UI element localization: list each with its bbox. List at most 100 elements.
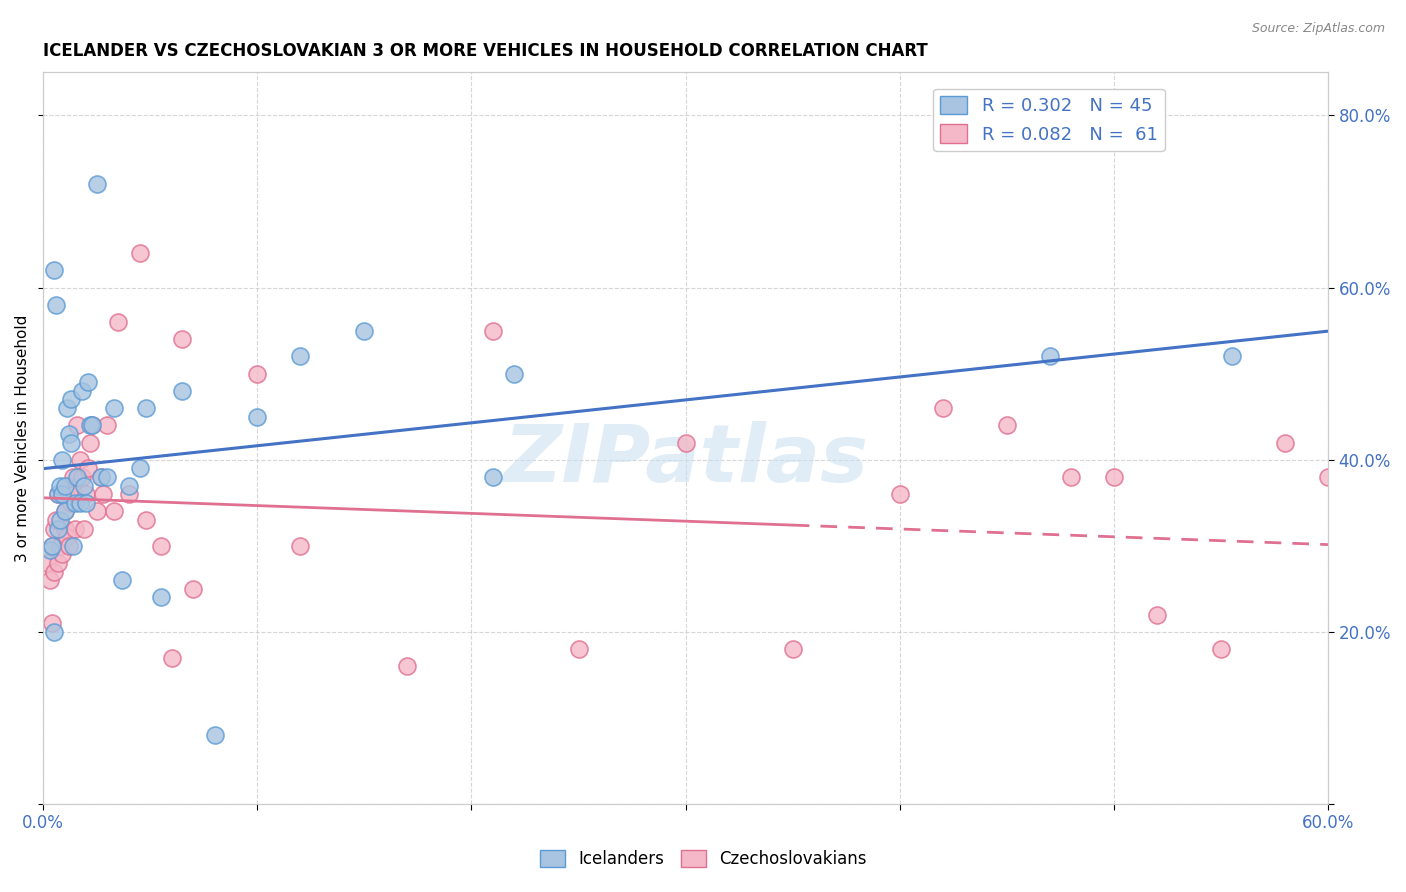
Point [135, 513, 157, 527]
Point [45, 298, 67, 312]
Point [70, 470, 93, 484]
Point [135, 401, 157, 415]
Point [1060, 470, 1083, 484]
Point [53, 478, 76, 492]
Point [60, 392, 83, 407]
Point [396, 659, 419, 673]
Point [96, 470, 118, 484]
Point [1220, 350, 1243, 364]
Point [51, 487, 73, 501]
Point [172, 332, 194, 346]
Point [73, 522, 96, 536]
Point [482, 470, 505, 484]
Point [128, 246, 150, 260]
Point [353, 324, 375, 338]
Point [77, 376, 100, 390]
Point [51, 548, 73, 562]
Point [91, 487, 114, 501]
Text: ZIPatlas: ZIPatlas [503, 421, 868, 500]
Point [79, 435, 101, 450]
Point [62, 539, 84, 553]
Text: Source: ZipAtlas.com: Source: ZipAtlas.com [1251, 22, 1385, 36]
Point [42, 565, 65, 579]
Point [53, 504, 76, 518]
Point [55, 530, 77, 544]
Point [53, 504, 76, 518]
Legend: Icelanders, Czechoslovakians: Icelanders, Czechoslovakians [533, 843, 873, 875]
Point [96, 418, 118, 433]
Point [38, 543, 60, 558]
Y-axis label: 3 or more Vehicles in Household: 3 or more Vehicles in Household [15, 315, 30, 562]
Point [118, 487, 141, 501]
Point [46, 522, 69, 536]
Text: ICELANDER VS CZECHOSLOVAKIAN 3 OR MORE VEHICLES IN HOUSEHOLD CORRELATION CHART: ICELANDER VS CZECHOSLOVAKIAN 3 OR MORE V… [44, 42, 928, 60]
Point [172, 384, 194, 398]
Point [66, 418, 89, 433]
Point [675, 435, 697, 450]
Point [160, 650, 183, 665]
Point [1209, 642, 1232, 657]
Point [75, 496, 97, 510]
Point [181, 582, 204, 596]
Point [1039, 350, 1062, 364]
Point [111, 573, 134, 587]
Point [995, 418, 1018, 433]
Point [53, 522, 76, 536]
Point [86, 178, 108, 192]
Point [49, 478, 72, 492]
Point [66, 470, 89, 484]
Point [60, 435, 83, 450]
Point [149, 591, 172, 605]
Point [204, 728, 226, 742]
Point [46, 487, 69, 501]
Point [75, 487, 97, 501]
Point [149, 539, 172, 553]
Point [246, 409, 269, 424]
Point [90, 470, 112, 484]
Point [38, 573, 60, 587]
Point [42, 263, 65, 277]
Point [37, 556, 59, 570]
Point [46, 556, 69, 570]
Point [51, 452, 73, 467]
Point [288, 350, 311, 364]
Point [1102, 470, 1125, 484]
Point [567, 642, 589, 657]
Point [41, 539, 63, 553]
Point [49, 513, 72, 527]
Point [69, 496, 91, 510]
Point [69, 452, 91, 467]
Point [73, 478, 96, 492]
Point [103, 504, 125, 518]
Point [42, 624, 65, 639]
Point [70, 384, 93, 398]
Point [86, 504, 108, 518]
Point [118, 478, 141, 492]
Point [128, 461, 150, 475]
Point [79, 418, 101, 433]
Point [45, 513, 67, 527]
Point [82, 418, 104, 433]
Point [1360, 624, 1382, 639]
Legend: R = 0.302   N = 45, R = 0.082   N =  61: R = 0.302 N = 45, R = 0.082 N = 61 [934, 89, 1164, 151]
Point [46, 487, 69, 501]
Point [41, 616, 63, 631]
Point [49, 539, 72, 553]
Point [65, 487, 87, 501]
Point [51, 487, 73, 501]
Point [90, 470, 112, 484]
Point [41, 539, 63, 553]
Point [246, 367, 269, 381]
Point [58, 426, 80, 441]
Point [58, 539, 80, 553]
Point [889, 487, 911, 501]
Point [1317, 470, 1340, 484]
Point [42, 522, 65, 536]
Point [782, 642, 804, 657]
Point [503, 367, 526, 381]
Point [482, 324, 505, 338]
Point [1146, 607, 1168, 622]
Point [60, 496, 83, 510]
Point [107, 315, 129, 329]
Point [58, 478, 80, 492]
